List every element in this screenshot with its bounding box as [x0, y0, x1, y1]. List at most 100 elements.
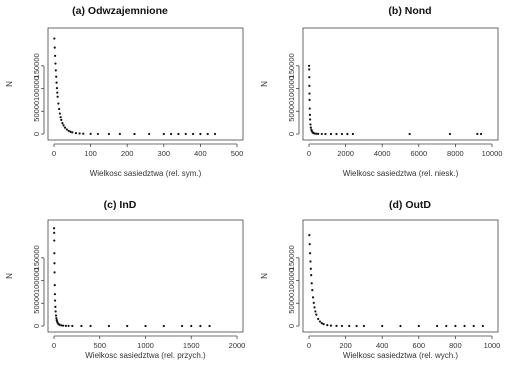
x-tick-label: 2000	[337, 149, 354, 158]
data-point	[199, 132, 202, 136]
x-tick-label: 4000	[374, 149, 391, 158]
data-point	[315, 132, 318, 135]
y-tick-label: 50000	[287, 101, 296, 122]
data-point	[53, 37, 56, 40]
x-tick-label: 800	[449, 341, 462, 350]
data-point	[307, 64, 311, 67]
data-point	[329, 132, 333, 136]
data-point	[308, 92, 311, 95]
data-point	[324, 132, 327, 136]
data-point	[309, 267, 312, 270]
data-point	[190, 324, 193, 328]
data-point	[162, 132, 165, 136]
data-point	[53, 46, 56, 49]
y-tick-label: 100000	[32, 268, 41, 293]
y-axis-label: N	[5, 273, 14, 279]
data-point	[308, 68, 311, 71]
data-point	[308, 107, 311, 110]
data-point	[199, 324, 202, 328]
x-tick-label: 0	[52, 341, 56, 350]
data-point	[318, 320, 322, 323]
data-point	[89, 324, 92, 328]
x-tick-label: 200	[339, 341, 352, 350]
data-point	[53, 239, 56, 242]
data-point	[58, 323, 61, 326]
data-point	[96, 132, 100, 136]
data-point	[55, 317, 58, 320]
data-point	[317, 317, 320, 321]
x-tick-label: 1500	[183, 341, 200, 350]
x-axis-label: Wielkosc sasiedztwa (rel. sym.)	[90, 169, 202, 178]
data-point	[53, 252, 56, 255]
data-point	[67, 324, 70, 328]
x-tick-label: 500	[93, 341, 106, 350]
data-point	[54, 62, 57, 65]
data-point	[472, 324, 475, 328]
data-point	[317, 132, 320, 135]
data-point	[340, 132, 344, 136]
data-point	[162, 324, 165, 328]
data-point	[346, 132, 349, 136]
data-point	[481, 324, 484, 328]
panel-title: (c) InD	[104, 199, 137, 211]
data-point	[463, 324, 466, 328]
data-point	[53, 262, 56, 265]
data-point	[309, 260, 312, 263]
data-point	[311, 296, 315, 299]
x-tick-label: 1000	[137, 341, 154, 350]
x-tick-label: 200	[121, 149, 134, 158]
plot-frame	[302, 27, 499, 141]
data-point	[310, 282, 313, 285]
data-point	[476, 132, 479, 136]
y-tick-label: 0	[287, 132, 296, 136]
data-point	[118, 132, 121, 136]
x-tick-label: 0	[52, 149, 56, 158]
data-point	[335, 132, 338, 136]
data-point	[184, 132, 187, 136]
y-tick-label: 150000	[287, 245, 296, 270]
data-point	[310, 273, 313, 277]
data-point	[107, 132, 110, 136]
data-point	[170, 132, 173, 136]
data-point	[53, 54, 57, 57]
data-point	[54, 69, 57, 72]
x-tick-label: 300	[158, 149, 171, 158]
data-point	[312, 301, 315, 304]
y-axis-label: N	[260, 81, 269, 87]
data-point	[191, 132, 195, 136]
data-point	[63, 126, 67, 129]
data-point	[56, 95, 59, 98]
y-tick-label: 50000	[287, 293, 296, 314]
data-point	[308, 84, 311, 87]
data-point	[58, 107, 61, 111]
x-axis-label: Wielkosc sasiedztwa (rel. niesk.)	[343, 169, 459, 178]
data-point	[89, 132, 92, 135]
data-point	[52, 227, 56, 230]
data-point	[362, 324, 365, 328]
data-point	[65, 128, 68, 131]
data-point	[381, 324, 384, 328]
data-point	[144, 324, 147, 328]
y-tick-label: 50000	[32, 293, 41, 314]
data-point	[308, 243, 311, 246]
x-tick-label: 400	[376, 341, 389, 350]
x-tick-label: 500	[231, 149, 244, 158]
y-axis-label: N	[260, 273, 269, 279]
data-point	[55, 86, 59, 90]
data-point	[53, 231, 56, 234]
plot-frame	[302, 219, 499, 333]
panel-c: (c) InD 0 500 1000 1500 2000 0 5000010000015000…	[5, 199, 245, 360]
data-point	[59, 116, 62, 119]
x-tick-label: 400	[194, 149, 207, 158]
plot-frame	[47, 27, 244, 141]
y-tick-label: 50000	[32, 101, 41, 122]
data-point	[53, 271, 56, 274]
data-point	[308, 233, 311, 237]
data-point	[320, 132, 323, 136]
data-point	[67, 129, 70, 132]
data-point	[322, 323, 325, 326]
y-tick-label: 0	[32, 324, 41, 328]
data-point	[308, 76, 311, 79]
